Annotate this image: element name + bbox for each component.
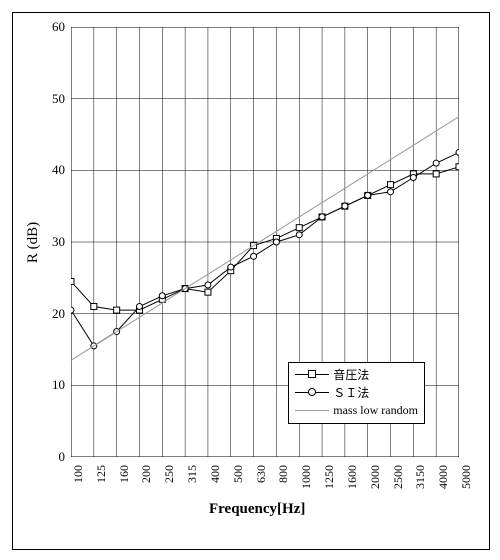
x-tick-label: 3150 — [413, 465, 428, 505]
x-tick-label: 200 — [139, 465, 154, 505]
square-marker-icon — [308, 370, 316, 378]
circle-marker-icon — [308, 388, 316, 396]
legend-swatch — [295, 385, 329, 399]
legend: 音圧法ＳＩ法 mass low random — [288, 362, 425, 424]
y-tick-label: 0 — [37, 449, 65, 465]
y-tick-label: 30 — [37, 234, 65, 250]
y-tick-label: 20 — [37, 306, 65, 322]
x-tick-label: 800 — [276, 465, 291, 505]
legend-swatch — [295, 367, 329, 381]
legend-label: mass low random — [333, 403, 418, 418]
legend-item: ＳＩ法 — [295, 383, 418, 401]
legend-label: 音圧法 — [333, 366, 369, 383]
legend-label: ＳＩ法 — [333, 384, 369, 401]
x-tick-label: 100 — [71, 465, 86, 505]
x-tick-label: 125 — [94, 465, 109, 505]
x-tick-label: 500 — [231, 465, 246, 505]
y-tick-label: 50 — [37, 91, 65, 107]
x-tick-label: 1600 — [345, 465, 360, 505]
x-tick-label: 315 — [185, 465, 200, 505]
y-tick-label: 10 — [37, 377, 65, 393]
legend-swatch — [295, 403, 329, 417]
y-tick-label: 40 — [37, 162, 65, 178]
x-tick-label: 4000 — [436, 465, 451, 505]
x-tick-label: 400 — [208, 465, 223, 505]
x-tick-label: 1000 — [299, 465, 314, 505]
legend-item: mass low random — [295, 401, 418, 419]
x-tick-label: 5000 — [459, 465, 474, 505]
x-tick-label: 1250 — [322, 465, 337, 505]
chart-frame: R (dB) Frequency[Hz] 0102030405060 10012… — [12, 12, 490, 550]
x-tick-label: 2000 — [368, 465, 383, 505]
legend-item: 音圧法 — [295, 365, 418, 383]
x-tick-label: 630 — [254, 465, 269, 505]
y-tick-label: 60 — [37, 19, 65, 35]
x-tick-label: 2500 — [391, 465, 406, 505]
x-tick-label: 250 — [162, 465, 177, 505]
x-tick-label: 160 — [117, 465, 132, 505]
